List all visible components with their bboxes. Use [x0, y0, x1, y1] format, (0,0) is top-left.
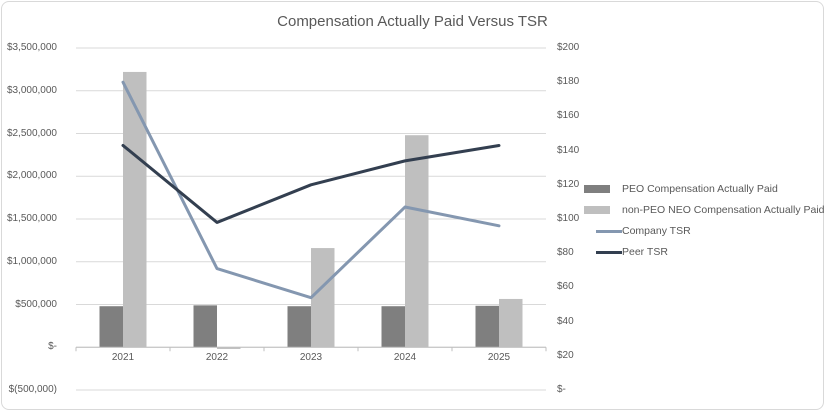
line-swatch-icon: [584, 245, 622, 259]
right-axis-tick-label: $40: [557, 315, 574, 327]
left-axis-tick-label: $500,000: [15, 298, 57, 310]
right-axis-tick-label: $20: [557, 349, 574, 361]
bar-swatch-icon: [584, 203, 622, 217]
left-axis-tick-label: $2,500,000: [6, 127, 57, 139]
left-axis-tick-label: $2,000,000: [6, 170, 57, 182]
right-axis-tick-label: $140: [557, 144, 580, 156]
legend-swatch: [584, 185, 610, 193]
right-axis-tick-label: $80: [557, 247, 574, 259]
left-axis-tick-label: $-: [48, 341, 57, 353]
category-axis-label: 2024: [393, 352, 417, 363]
legend: PEO Compensation Actually Paid non-PEO NE…: [584, 182, 825, 259]
category-axis-label: 2025: [487, 352, 511, 363]
bar-peo-compensation-actually-paid: [287, 306, 311, 348]
bar-non-peo-neo-compensation-actually-paid: [123, 71, 147, 348]
bar-peo-compensation-actually-paid: [381, 306, 405, 348]
line-company-tsr: [121, 80, 501, 300]
legend-item-non-peo-neo-compensation-actually-paid: non-PEO NEO Compensation Actually Paid: [584, 203, 825, 217]
legend-label: non-PEO NEO Compensation Actually Paid: [622, 204, 825, 216]
category-axis-label: 2021: [111, 352, 135, 363]
right-axis-tick-label: $100: [557, 213, 580, 224]
legend-swatch: [596, 229, 622, 233]
bar-non-peo-neo-compensation-actually-paid: [499, 298, 523, 348]
category-axis-label: 2022: [205, 352, 229, 363]
legend-label: PEO Compensation Actually Paid: [622, 183, 778, 195]
legend-swatch: [596, 250, 622, 254]
bar-swatch-icon: [584, 182, 622, 196]
bar-non-peo-neo-compensation-actually-paid: [311, 248, 335, 348]
right-axis-tick-label: $200: [557, 42, 580, 53]
line-peer-tsr: [121, 143, 501, 224]
left-axis-tick-label: $3,500,000: [6, 42, 57, 53]
left-axis-tick-label: $1,500,000: [6, 213, 57, 224]
left-axis-tick-label: $1,000,000: [6, 255, 57, 267]
legend-label: Company TSR: [622, 225, 691, 237]
legend-swatch: [584, 206, 610, 214]
legend-label: Peer TSR: [622, 246, 668, 258]
bar-non-peo-neo-compensation-actually-paid: [405, 135, 429, 348]
legend-item-peo-compensation-actually-paid: PEO Compensation Actually Paid: [584, 182, 825, 196]
category-axis-label: 2023: [299, 352, 323, 363]
right-axis-tick-label: $60: [557, 281, 574, 293]
right-axis-tick-label: $180: [557, 76, 580, 88]
bar-peo-compensation-actually-paid: [475, 305, 499, 348]
bar-non-peo-neo-compensation-actually-paid: [217, 347, 241, 349]
left-axis-tick-label: $(500,000): [8, 384, 57, 395]
chart-title: Compensation Actually Paid Versus TSR: [277, 13, 548, 30]
bar-peo-compensation-actually-paid: [99, 306, 123, 348]
right-axis-tick-label: $-: [557, 384, 566, 395]
bar-peo-compensation-actually-paid: [193, 305, 217, 348]
legend-item-peer-tsr: Peer TSR: [584, 245, 825, 259]
right-axis-tick-label: $160: [557, 110, 580, 122]
left-axis-tick-label: $3,000,000: [6, 84, 57, 96]
right-axis-tick-label: $120: [557, 178, 580, 190]
legend-item-company-tsr: Company TSR: [584, 224, 825, 238]
line-swatch-icon: [584, 224, 622, 238]
